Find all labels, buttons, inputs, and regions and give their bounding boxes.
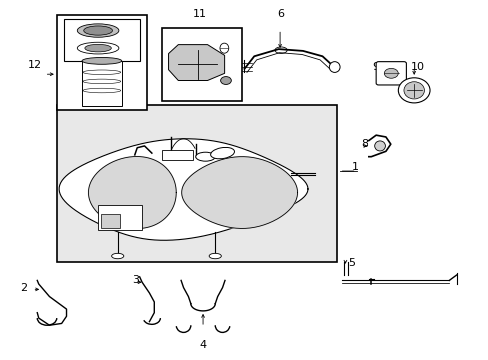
Text: 6: 6 — [277, 9, 284, 19]
Text: 12: 12 — [28, 60, 42, 70]
Ellipse shape — [210, 147, 234, 159]
Ellipse shape — [77, 24, 119, 37]
Ellipse shape — [111, 253, 123, 259]
Text: 7: 7 — [210, 93, 217, 103]
Bar — [82, 61, 122, 107]
Ellipse shape — [209, 253, 221, 259]
Bar — [57, 15, 147, 110]
Ellipse shape — [195, 152, 215, 161]
Polygon shape — [59, 139, 307, 240]
Polygon shape — [368, 135, 390, 157]
Ellipse shape — [77, 42, 119, 54]
Bar — [161, 149, 193, 160]
Text: 10: 10 — [410, 62, 424, 72]
Ellipse shape — [85, 44, 111, 52]
Ellipse shape — [82, 58, 122, 64]
Ellipse shape — [384, 68, 397, 78]
Text: -13: -13 — [120, 37, 138, 47]
Ellipse shape — [403, 82, 424, 99]
Text: 11: 11 — [192, 9, 206, 19]
Ellipse shape — [220, 43, 228, 53]
Polygon shape — [88, 157, 176, 229]
Ellipse shape — [374, 141, 385, 151]
Ellipse shape — [329, 62, 339, 72]
Bar — [161, 28, 242, 101]
Text: 4: 4 — [199, 339, 206, 350]
Bar — [57, 105, 336, 262]
Text: 9: 9 — [372, 62, 379, 72]
Text: 3: 3 — [132, 275, 140, 285]
FancyBboxPatch shape — [375, 62, 406, 85]
Ellipse shape — [220, 77, 231, 85]
Text: 2: 2 — [20, 283, 27, 293]
Bar — [98, 205, 142, 230]
Bar — [64, 19, 140, 60]
Text: 5: 5 — [347, 258, 355, 268]
Bar — [101, 214, 120, 228]
Polygon shape — [182, 157, 297, 229]
Ellipse shape — [218, 91, 226, 100]
Text: 1: 1 — [351, 162, 358, 172]
Ellipse shape — [398, 78, 429, 103]
Text: 8: 8 — [361, 139, 368, 149]
Ellipse shape — [83, 26, 112, 35]
Polygon shape — [168, 45, 224, 81]
